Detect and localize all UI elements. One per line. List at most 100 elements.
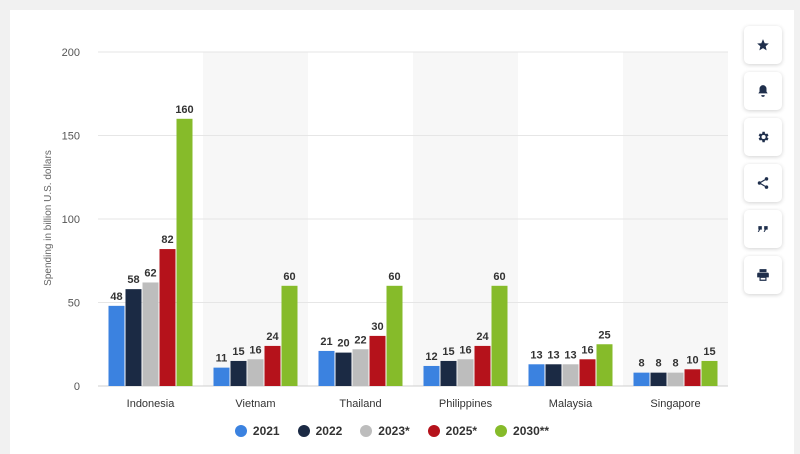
bar[interactable] xyxy=(562,364,579,386)
bar[interactable] xyxy=(596,344,613,386)
y-tick-label: 150 xyxy=(62,131,80,143)
legend-swatch xyxy=(427,425,440,437)
legend-label: 2030** xyxy=(513,424,550,438)
cite-button[interactable] xyxy=(744,210,782,248)
bar[interactable] xyxy=(352,349,369,386)
print-icon xyxy=(757,269,769,281)
legend-item[interactable]: 2030** xyxy=(495,424,549,438)
bar[interactable] xyxy=(579,359,596,386)
bar[interactable] xyxy=(667,372,684,386)
settings-button[interactable] xyxy=(744,118,782,156)
share-button[interactable] xyxy=(744,164,782,202)
legend-swatch xyxy=(297,425,310,437)
data-label: 24 xyxy=(266,331,279,343)
bar[interactable] xyxy=(247,359,264,386)
data-label: 13 xyxy=(530,349,542,361)
bar[interactable] xyxy=(318,350,335,386)
legend-swatch xyxy=(360,425,373,437)
y-axis-label: Spending in billion U.S. dollars xyxy=(43,150,54,286)
star-icon xyxy=(757,39,769,51)
data-label: 15 xyxy=(442,346,454,358)
bar[interactable] xyxy=(369,335,386,386)
bar[interactable] xyxy=(159,249,176,386)
data-label: 10 xyxy=(686,354,698,366)
data-label: 11 xyxy=(216,353,228,365)
bar[interactable] xyxy=(423,365,440,386)
legend-label: 2023* xyxy=(378,424,410,438)
category-labels: Indonesia Vietnam Thailand Philippines Malay… xyxy=(127,398,701,410)
share-icon xyxy=(757,177,769,189)
bar[interactable] xyxy=(386,285,403,386)
y-tick-label: 200 xyxy=(62,47,80,59)
bar[interactable] xyxy=(335,352,352,386)
bar[interactable] xyxy=(125,289,142,386)
bar[interactable] xyxy=(684,369,701,386)
data-label: 15 xyxy=(232,346,244,358)
data-label: 8 xyxy=(638,358,644,370)
bar[interactable] xyxy=(650,372,667,386)
bar[interactable] xyxy=(474,345,491,386)
data-label: 12 xyxy=(425,351,437,363)
bar[interactable] xyxy=(176,118,193,387)
bar[interactable] xyxy=(281,285,298,386)
legend-item[interactable]: 2021 xyxy=(234,424,280,438)
data-label: 25 xyxy=(598,329,610,341)
bar[interactable] xyxy=(491,285,508,386)
grid-lines xyxy=(98,51,728,387)
category-label: Singapore xyxy=(650,398,700,410)
legend-item[interactable]: 2025* xyxy=(427,424,477,438)
data-label: 24 xyxy=(476,331,489,343)
data-label: 60 xyxy=(493,271,505,283)
legend: 2021 2022 2023* 2025* 2030** xyxy=(0,424,784,438)
data-label: 60 xyxy=(388,271,400,283)
quote-icon xyxy=(757,226,768,232)
data-label: 8 xyxy=(672,358,678,370)
bar[interactable] xyxy=(440,360,457,386)
y-tick-label: 50 xyxy=(68,298,80,310)
category-label: Vietnam xyxy=(235,398,275,410)
data-label: 22 xyxy=(354,334,366,346)
category-label: Philippines xyxy=(439,398,493,410)
data-label: 160 xyxy=(175,104,193,116)
y-axis-ticks: 0 50 100 150 200 xyxy=(62,47,80,393)
bar[interactable] xyxy=(545,364,562,386)
data-label: 21 xyxy=(320,336,332,348)
bar[interactable] xyxy=(142,282,159,386)
bar[interactable] xyxy=(633,372,650,386)
data-label: 13 xyxy=(547,349,559,361)
data-label: 13 xyxy=(564,349,576,361)
bar[interactable] xyxy=(264,345,281,386)
data-label: 60 xyxy=(283,271,295,283)
category-label: Malaysia xyxy=(549,398,593,410)
category-label: Indonesia xyxy=(127,398,176,410)
bar[interactable] xyxy=(108,305,125,386)
data-label: 30 xyxy=(371,321,383,333)
data-label: 16 xyxy=(249,344,261,356)
bars xyxy=(108,118,718,387)
bar[interactable] xyxy=(230,360,247,386)
data-label: 8 xyxy=(655,358,661,370)
data-label: 20 xyxy=(337,338,349,350)
legend-swatch xyxy=(495,425,508,437)
print-button[interactable] xyxy=(744,256,782,294)
favorite-button[interactable] xyxy=(744,26,782,64)
legend-item[interactable]: 2023* xyxy=(360,424,410,438)
bar[interactable] xyxy=(528,364,545,386)
legend-swatch xyxy=(234,425,247,437)
data-label: 16 xyxy=(459,344,471,356)
data-label: 16 xyxy=(581,344,593,356)
bar[interactable] xyxy=(213,367,230,386)
gear-icon xyxy=(758,131,769,143)
legend-item[interactable]: 2022 xyxy=(297,424,342,438)
notification-button[interactable] xyxy=(744,72,782,110)
data-labels: 48 58 62 82 160 11 15 16 24 60 21 20 22 30 60 12 15 16 24 6… xyxy=(110,104,715,370)
bell-icon xyxy=(758,85,768,97)
data-label: 15 xyxy=(703,346,715,358)
bar[interactable] xyxy=(457,359,474,386)
y-tick-label: 100 xyxy=(62,214,80,226)
legend-label: 2021 xyxy=(252,424,280,438)
data-label: 62 xyxy=(144,267,156,279)
category-label: Thailand xyxy=(339,398,381,410)
bar[interactable] xyxy=(701,360,718,386)
